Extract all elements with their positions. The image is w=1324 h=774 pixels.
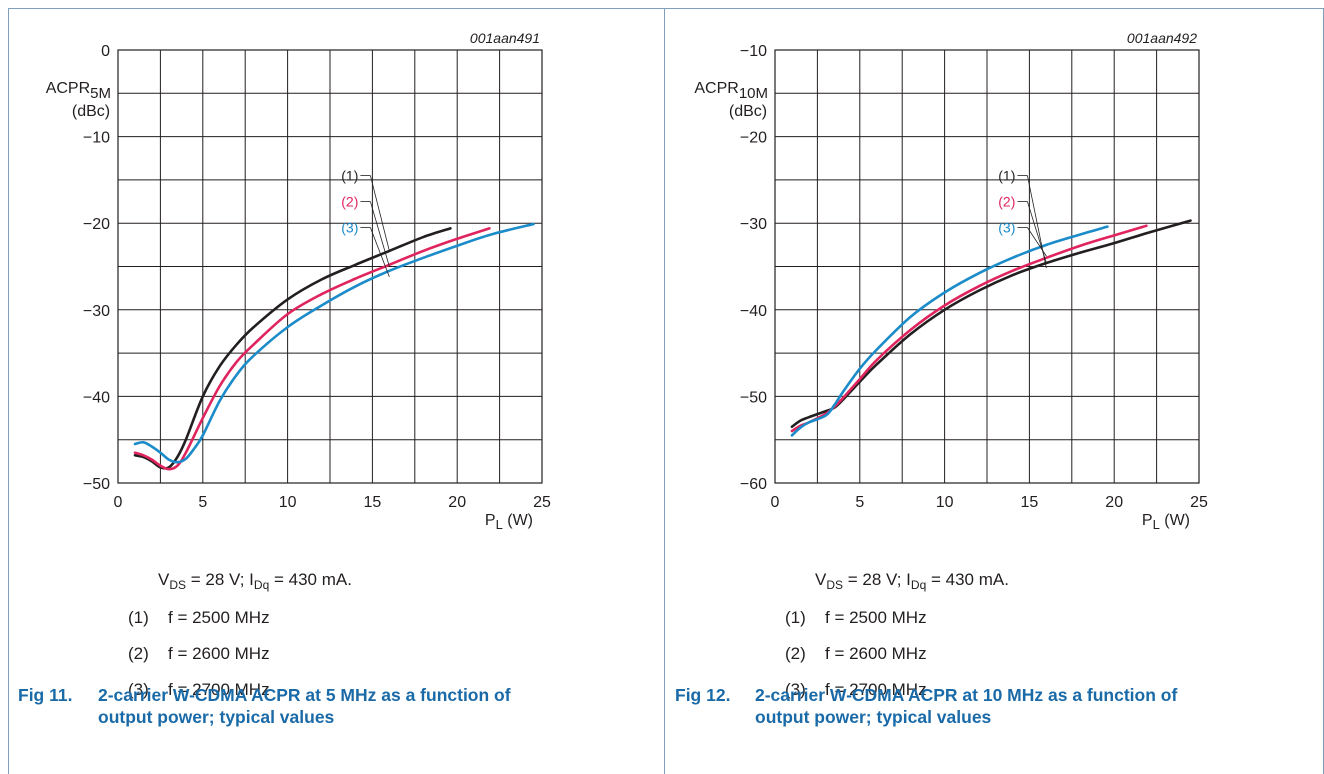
figure-id: 001aan491 — [470, 30, 540, 46]
series-line-3 — [133, 222, 535, 464]
x-tick-label: 20 — [1105, 494, 1123, 511]
plot-frame — [117, 49, 543, 484]
series-label: (2) — [998, 194, 1015, 210]
y-tick-label: 0 — [101, 43, 110, 60]
y-tick-label: −60 — [740, 476, 767, 493]
x-tick-label: 0 — [114, 494, 123, 511]
y-tick-label: −20 — [740, 130, 767, 147]
figure-panel-12: 0 5 10 15 20 25 −10 −20 −30 −40 −50 −60 001aan492 ACP… — [665, 0, 1321, 774]
x-tick-label: 5 — [198, 494, 207, 511]
x-tick-label: 25 — [1190, 494, 1208, 511]
x-axis-label: PL (W) — [1142, 512, 1190, 532]
series-label: (1) — [341, 168, 358, 184]
y-tick-label: −10 — [83, 130, 110, 147]
figure-id: 001aan492 — [1127, 30, 1197, 46]
series-line-3 — [790, 225, 1109, 437]
x-tick-label: 15 — [1021, 494, 1039, 511]
x-tick-label: 0 — [771, 494, 780, 511]
conditions-text: VDS = 28 V; IDq = 430 mA. — [158, 570, 352, 592]
plot-frame — [774, 49, 1200, 484]
series-line-2 — [133, 227, 491, 471]
figure-number: Fig 11. — [18, 685, 73, 705]
frequency-legend: (1) f = 2500 MHz (2) f = 2600 MHz (3) f = 2… — [785, 606, 927, 714]
frequency-legend: (1) f = 2500 MHz (2) f = 2600 MHz (3) f = 2… — [128, 606, 270, 714]
series-label: (2) — [341, 194, 358, 210]
acpr-5m-chart: 0 5 10 15 20 25 0 −10 −20 −30 −40 −50 001aan491 ACPR5… — [46, 30, 551, 532]
figure-title: 2-carrier W-CDMA ACPR at 10 MHz as a fun… — [755, 685, 1178, 727]
legend-item: (2) f = 2600 MHz — [785, 644, 927, 663]
figure-panel-11: 0 5 10 15 20 25 0 −10 −20 −30 −40 −50 001aan491 ACPR5… — [8, 0, 664, 774]
y-tick-label: −10 — [740, 43, 767, 60]
x-tick-label: 10 — [936, 494, 954, 511]
figure-number: Fig 12. — [675, 685, 731, 705]
series-leader — [370, 227, 390, 278]
series-leader — [370, 175, 390, 252]
legend-item: (1) f = 2500 MHz — [128, 608, 270, 627]
x-axis-label: PL (W) — [485, 512, 533, 532]
acpr-10m-chart: 0 5 10 15 20 25 −10 −20 −30 −40 −50 −60 001aan492 ACP… — [694, 30, 1208, 532]
series-label: (3) — [341, 220, 358, 236]
y-tick-label: −30 — [740, 216, 767, 233]
y-tick-label: −50 — [83, 476, 110, 493]
series-leader — [370, 201, 390, 267]
y-tick-label: −30 — [83, 303, 110, 320]
series-label: (3) — [998, 220, 1015, 236]
figure-title: 2-carrier W-CDMA ACPR at 5 MHz as a func… — [98, 685, 511, 727]
series-line-1 — [133, 227, 452, 470]
series-label: (1) — [998, 168, 1015, 184]
series-line-2 — [790, 224, 1148, 433]
legend-item: (2) f = 2600 MHz — [128, 644, 270, 663]
series-line-1 — [790, 219, 1192, 429]
y-axis-label: ACPR5M — [46, 80, 111, 102]
series-leader — [1027, 201, 1047, 264]
conditions-text: VDS = 28 V; IDq = 430 mA. — [815, 570, 1009, 592]
x-tick-label: 25 — [533, 494, 551, 511]
legend-item: (3) f = 2700 MHz — [785, 680, 927, 699]
column-divider — [664, 8, 665, 774]
x-tick-label: 5 — [855, 494, 864, 511]
x-tick-label: 15 — [364, 494, 382, 511]
y-axis-unit: (dBc) — [72, 103, 110, 120]
y-axis-label: ACPR10M — [694, 80, 768, 102]
x-tick-label: 10 — [279, 494, 297, 511]
legend-item: (1) f = 2500 MHz — [785, 608, 927, 627]
y-tick-label: −40 — [740, 303, 767, 320]
y-tick-label: −40 — [83, 389, 110, 406]
x-tick-label: 20 — [448, 494, 466, 511]
y-tick-label: −20 — [83, 216, 110, 233]
series-leader — [1027, 227, 1047, 257]
y-axis-unit: (dBc) — [729, 103, 767, 120]
y-tick-label: −50 — [740, 389, 767, 406]
legend-item: (3) f = 2700 MHz — [128, 680, 270, 699]
